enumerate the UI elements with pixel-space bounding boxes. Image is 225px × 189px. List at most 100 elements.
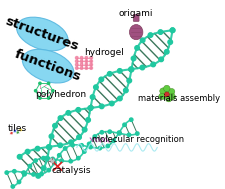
Circle shape — [69, 160, 72, 163]
Circle shape — [58, 154, 61, 157]
Bar — [10, 132, 13, 135]
Text: origami: origami — [119, 9, 153, 18]
Circle shape — [106, 144, 110, 148]
Circle shape — [77, 135, 81, 139]
Circle shape — [39, 82, 41, 84]
Circle shape — [129, 67, 133, 71]
Circle shape — [40, 172, 43, 176]
Circle shape — [42, 156, 45, 160]
FancyBboxPatch shape — [133, 15, 139, 21]
Circle shape — [118, 132, 121, 135]
Circle shape — [47, 97, 50, 99]
Circle shape — [23, 173, 26, 176]
Circle shape — [90, 67, 92, 69]
Circle shape — [75, 60, 78, 63]
Circle shape — [164, 50, 169, 54]
Circle shape — [5, 171, 9, 174]
Circle shape — [117, 131, 121, 134]
Circle shape — [123, 123, 126, 126]
Circle shape — [127, 133, 131, 137]
Circle shape — [110, 101, 114, 106]
Circle shape — [148, 33, 153, 37]
Circle shape — [168, 88, 175, 95]
Circle shape — [76, 156, 80, 160]
Circle shape — [169, 94, 176, 100]
Circle shape — [50, 159, 54, 163]
Circle shape — [51, 157, 54, 161]
Circle shape — [22, 171, 26, 174]
Circle shape — [80, 67, 83, 69]
Circle shape — [90, 57, 92, 59]
Text: materials assembly: materials assembly — [138, 94, 220, 103]
Circle shape — [159, 57, 164, 62]
Text: catalysis: catalysis — [52, 166, 91, 175]
Circle shape — [34, 159, 37, 162]
Circle shape — [53, 123, 57, 128]
Ellipse shape — [129, 25, 143, 40]
Circle shape — [35, 146, 40, 151]
Circle shape — [124, 88, 128, 93]
Circle shape — [98, 146, 102, 150]
Text: polyhedron: polyhedron — [35, 90, 86, 99]
Circle shape — [165, 95, 172, 102]
Circle shape — [36, 174, 40, 178]
Circle shape — [28, 164, 32, 168]
Circle shape — [39, 97, 41, 99]
Circle shape — [25, 149, 30, 154]
Circle shape — [82, 127, 87, 132]
Circle shape — [99, 104, 104, 109]
Circle shape — [127, 78, 132, 83]
Circle shape — [88, 142, 91, 146]
Circle shape — [80, 57, 83, 59]
Circle shape — [164, 91, 170, 98]
Circle shape — [131, 56, 136, 61]
Circle shape — [80, 60, 83, 63]
Circle shape — [83, 150, 86, 153]
Circle shape — [76, 108, 81, 112]
Text: functions: functions — [13, 48, 83, 84]
Circle shape — [118, 96, 122, 101]
Circle shape — [112, 139, 115, 142]
Circle shape — [53, 161, 56, 165]
Circle shape — [85, 67, 88, 69]
Circle shape — [49, 134, 54, 139]
Circle shape — [17, 155, 22, 159]
Circle shape — [47, 145, 51, 149]
Circle shape — [66, 111, 71, 115]
Circle shape — [135, 132, 139, 135]
Circle shape — [93, 135, 97, 138]
Circle shape — [85, 60, 88, 63]
Circle shape — [85, 57, 88, 59]
Circle shape — [151, 62, 155, 67]
Circle shape — [75, 63, 78, 66]
Circle shape — [60, 159, 63, 162]
Circle shape — [86, 118, 90, 122]
Bar — [13, 129, 16, 132]
Circle shape — [100, 131, 104, 134]
Circle shape — [135, 46, 140, 50]
Circle shape — [108, 72, 112, 76]
Circle shape — [140, 38, 145, 43]
Circle shape — [17, 180, 21, 184]
Circle shape — [80, 63, 83, 66]
Circle shape — [88, 106, 93, 110]
Circle shape — [41, 166, 46, 170]
Circle shape — [90, 60, 92, 63]
Circle shape — [45, 156, 50, 161]
Circle shape — [94, 85, 98, 89]
Circle shape — [71, 143, 74, 147]
Circle shape — [11, 185, 15, 188]
Text: structures: structures — [4, 15, 81, 53]
Bar — [19, 128, 23, 132]
Ellipse shape — [17, 17, 68, 51]
Circle shape — [89, 145, 92, 149]
Circle shape — [117, 69, 122, 73]
Circle shape — [47, 82, 50, 84]
Circle shape — [75, 57, 78, 59]
Circle shape — [34, 90, 37, 92]
Circle shape — [159, 93, 165, 100]
Circle shape — [130, 118, 133, 121]
Circle shape — [47, 145, 52, 150]
Text: molecular recognition: molecular recognition — [92, 135, 184, 144]
Circle shape — [75, 67, 78, 69]
